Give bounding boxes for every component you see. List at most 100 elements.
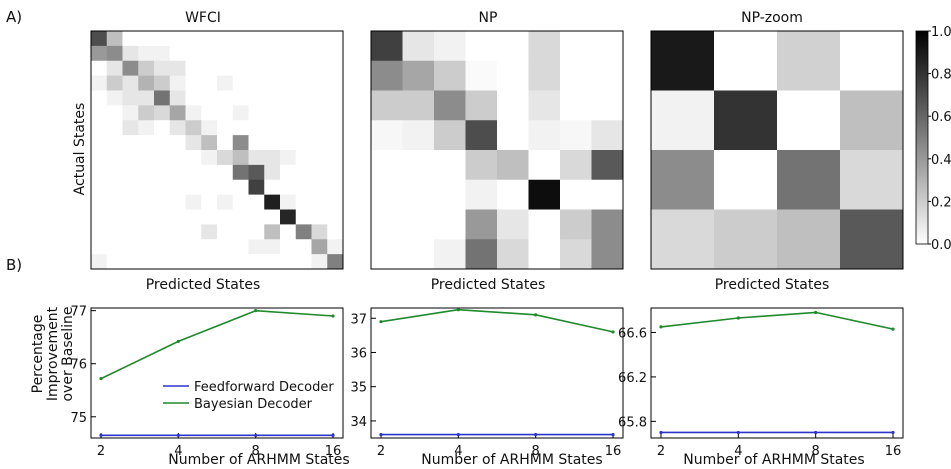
np-zoom-series-feedforward-point-1 bbox=[736, 430, 740, 435]
wfci-cell-7-8 bbox=[217, 135, 234, 151]
wfci-cell-15-3 bbox=[138, 254, 155, 270]
np-zoom-xtick-label-0: 2 bbox=[657, 444, 665, 459]
wfci-cell-13-11 bbox=[264, 224, 281, 240]
np-cell-1-7 bbox=[591, 60, 624, 91]
wfci-cell-13-14 bbox=[311, 224, 328, 240]
np-cell-5-5 bbox=[528, 179, 561, 210]
wfci-cell-6-0 bbox=[91, 120, 108, 136]
wfci-xtick-label-0: 2 bbox=[97, 444, 105, 459]
colorbar-tick-label-3: 0.6 bbox=[931, 110, 951, 125]
wfci-xlabel: Predicted States bbox=[146, 277, 261, 293]
wfci-xtick-label-3: 16 bbox=[325, 444, 342, 459]
wfci-cell-12-2 bbox=[122, 209, 139, 225]
wfci-series-feedforward-point-3 bbox=[331, 433, 335, 437]
wfci-cell-5-9 bbox=[232, 105, 249, 121]
wfci-series-bayesian-point-2 bbox=[254, 309, 258, 313]
np-zoom-cell-1-0 bbox=[651, 90, 715, 151]
np-ytick-label-1: 35 bbox=[350, 381, 367, 396]
wfci-cell-6-2 bbox=[122, 120, 139, 136]
wfci-cell-0-5 bbox=[169, 31, 186, 47]
wfci-cell-0-13 bbox=[295, 31, 312, 47]
np-zoom-cell-3-0 bbox=[651, 209, 715, 270]
wfci-cell-15-15 bbox=[327, 254, 344, 270]
wfci-cell-7-10 bbox=[248, 135, 265, 151]
wfci-cell-2-14 bbox=[311, 60, 328, 76]
np-zoom-cell-2-0 bbox=[651, 150, 715, 210]
colorbar-gradient bbox=[915, 30, 929, 245]
wfci-cell-9-12 bbox=[280, 164, 297, 181]
wfci-cell-4-4 bbox=[154, 90, 171, 106]
np-zoom-xtick-label-1: 4 bbox=[734, 444, 742, 459]
wfci-cell-1-6 bbox=[185, 45, 202, 62]
wfci-cell-11-5 bbox=[169, 194, 186, 210]
wfci-cell-13-4 bbox=[154, 224, 171, 240]
np-cell-0-0 bbox=[371, 31, 403, 62]
wfci-cell-0-3 bbox=[138, 31, 155, 47]
np-zoom-cell-2-1 bbox=[714, 150, 778, 210]
wfci-cell-10-8 bbox=[217, 179, 234, 195]
wfci-cell-2-11 bbox=[264, 60, 281, 76]
np-zoom-ytick-label-2: 66.6 bbox=[618, 326, 647, 341]
np-improvement-chart: Number of ARHMM States 2 4 8 16 34 35 36 37 bbox=[350, 307, 624, 468]
wfci-cell-11-15 bbox=[327, 194, 344, 210]
np-cell-4-7 bbox=[591, 150, 624, 181]
wfci-cell-1-0 bbox=[91, 45, 108, 62]
wfci-cell-13-15 bbox=[327, 224, 344, 240]
wfci-cell-8-4 bbox=[154, 150, 171, 166]
ylabel-line-1: Percentage bbox=[30, 315, 46, 394]
wfci-cell-4-8 bbox=[217, 90, 234, 106]
np-xtick-label-1: 4 bbox=[454, 444, 462, 459]
np-cell-4-5 bbox=[528, 150, 561, 181]
np-cell-4-1 bbox=[402, 150, 435, 181]
wfci-cell-1-15 bbox=[327, 45, 344, 62]
np-cell-7-0 bbox=[371, 239, 403, 270]
wfci-cell-12-5 bbox=[169, 209, 186, 225]
wfci-cell-6-3 bbox=[138, 120, 155, 136]
wfci-cell-14-13 bbox=[295, 239, 312, 255]
wfci-cell-10-6 bbox=[185, 179, 202, 195]
wfci-cell-9-6 bbox=[185, 164, 202, 181]
wfci-cell-11-3 bbox=[138, 194, 155, 210]
np-zoom-series-bayesian-line bbox=[660, 311, 894, 330]
wfci-series-feedforward-point-1 bbox=[176, 433, 180, 437]
wfci-cell-9-11 bbox=[264, 164, 281, 181]
np-zoom-cell-0-2 bbox=[777, 31, 841, 91]
np-xtick-label-3: 16 bbox=[605, 444, 622, 459]
wfci-cell-8-6 bbox=[185, 150, 202, 166]
wfci-cell-2-13 bbox=[295, 60, 312, 76]
wfci-cell-10-14 bbox=[311, 179, 328, 195]
np-cell-6-3 bbox=[465, 209, 498, 240]
np-cell-4-0 bbox=[371, 150, 403, 181]
wfci-cell-12-9 bbox=[232, 209, 249, 225]
wfci-cell-5-1 bbox=[106, 105, 123, 121]
np-cell-1-2 bbox=[434, 60, 466, 91]
wfci-cell-14-11 bbox=[264, 239, 281, 255]
wfci-cell-6-15 bbox=[327, 120, 344, 136]
wfci-cell-15-11 bbox=[264, 254, 281, 270]
np-cell-4-3 bbox=[465, 150, 498, 181]
wfci-ylabel: Actual States bbox=[72, 103, 88, 196]
wfci-cell-15-12 bbox=[280, 254, 297, 270]
wfci-cell-2-10 bbox=[248, 60, 265, 76]
np-zoom-cell-1-2 bbox=[777, 90, 841, 151]
wfci-cell-5-8 bbox=[217, 105, 234, 121]
np-line-xlabel: Number of ARHMM States bbox=[421, 452, 602, 468]
np-cell-3-5 bbox=[528, 120, 561, 151]
wfci-cell-7-6 bbox=[185, 135, 202, 151]
wfci-cell-11-13 bbox=[295, 194, 312, 210]
wfci-cell-14-14 bbox=[311, 239, 328, 255]
np-series-bayesian-line bbox=[380, 308, 614, 333]
wfci-cell-6-4 bbox=[154, 120, 171, 136]
wfci-cell-15-7 bbox=[201, 254, 218, 270]
np-cell-5-7 bbox=[591, 179, 624, 210]
np-cell-7-4 bbox=[497, 239, 529, 270]
wfci-cell-11-6 bbox=[185, 194, 202, 210]
wfci-cell-13-6 bbox=[185, 224, 202, 240]
wfci-cell-7-15 bbox=[327, 135, 344, 151]
np-cell-5-2 bbox=[434, 179, 466, 210]
wfci-cell-5-4 bbox=[154, 105, 171, 121]
wfci-cell-4-13 bbox=[295, 90, 312, 106]
wfci-cell-3-13 bbox=[295, 75, 312, 91]
np-cell-6-2 bbox=[434, 209, 466, 240]
wfci-cell-3-9 bbox=[232, 75, 249, 91]
